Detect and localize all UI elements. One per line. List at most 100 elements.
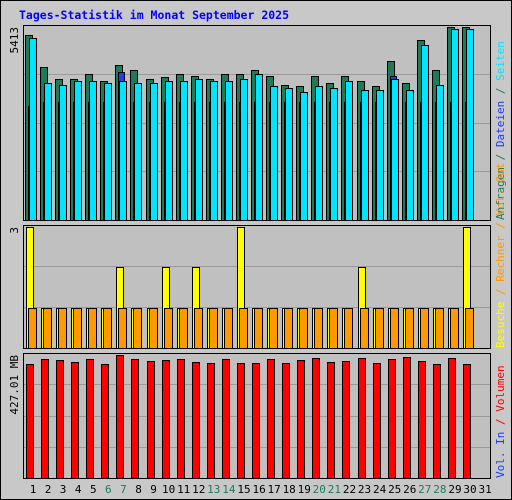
bar-volumen: [71, 362, 79, 479]
day-label: 20: [313, 483, 326, 496]
legend-entry: /: [494, 412, 507, 432]
bar-rechner: [405, 308, 414, 349]
bar-volumen: [207, 363, 215, 479]
day-label: 23: [358, 483, 371, 496]
bar-rechner: [73, 308, 82, 349]
day-label: 25: [388, 483, 401, 496]
bar-rechner: [360, 308, 369, 349]
bar-volumen: [101, 364, 109, 479]
bar-rechner: [344, 308, 353, 349]
day-label: 16: [252, 483, 265, 496]
bar-rechner: [465, 308, 474, 349]
bar-volumen: [86, 359, 94, 479]
day-label: 19: [298, 483, 311, 496]
bar-volumen: [373, 363, 381, 479]
bar-rechner: [269, 308, 278, 349]
bar-rechner: [435, 308, 444, 349]
day-label: 8: [135, 483, 142, 496]
bar-dateien: [104, 83, 112, 221]
day-label: 21: [328, 483, 341, 496]
legend-visits: Besuche / Rechner / Vol. Out: [494, 163, 507, 348]
bar-rechner: [58, 308, 67, 349]
day-label: 30: [463, 483, 476, 496]
bar-dateien: [150, 83, 158, 221]
day-label: 24: [373, 483, 387, 496]
bar-rechner: [254, 308, 263, 349]
bar-volumen: [41, 359, 49, 479]
chart-title: Tages-Statistik im Monat September 2025: [19, 8, 290, 22]
y-max-label-requests: 5413: [8, 27, 21, 54]
day-label: 18: [283, 483, 296, 496]
bar-volumen: [131, 359, 139, 479]
day-label: 13: [207, 483, 220, 496]
bar-dateien: [225, 81, 233, 221]
bar-volumen: [56, 360, 64, 479]
legend-entry: Besuche: [494, 302, 507, 348]
bar-rechner: [450, 308, 459, 349]
day-label: 28: [433, 483, 446, 496]
bar-dateien: [330, 88, 338, 221]
legend-entry: Vol. In: [494, 432, 507, 478]
bar-dateien: [74, 81, 82, 221]
day-label: 22: [343, 483, 356, 496]
y-max-label-volume: 427.01 MB: [8, 355, 21, 415]
bar-volumen: [448, 358, 456, 479]
bar-volumen: [267, 359, 275, 479]
bar-dateien: [59, 85, 67, 221]
bar-dateien: [466, 29, 474, 221]
legend-entry: /: [494, 216, 507, 236]
bar-rechner: [299, 308, 308, 349]
legend-entry: Anfragen: [494, 167, 507, 220]
bar-volumen: [463, 364, 471, 479]
bar-volumen: [388, 359, 396, 479]
bar-dateien: [376, 90, 384, 221]
bar-rechner: [314, 308, 323, 349]
bar-dateien: [315, 86, 323, 221]
bar-volumen: [162, 360, 170, 479]
bar-rechner: [28, 308, 37, 349]
bar-volumen: [237, 363, 245, 479]
bar-volumen: [192, 362, 200, 479]
bar-rechner: [179, 308, 188, 349]
bar-volumen: [222, 359, 230, 479]
bar-dateien: [89, 81, 97, 221]
day-label: 6: [105, 483, 112, 496]
day-label: 10: [162, 483, 175, 496]
bar-dateien: [180, 81, 188, 221]
day-label: 15: [237, 483, 250, 496]
day-label: 27: [418, 483, 431, 496]
bar-volumen: [252, 363, 260, 479]
day-label: 17: [267, 483, 280, 496]
bar-volumen: [433, 364, 441, 479]
bar-volumen: [177, 359, 185, 479]
day-label: 26: [403, 483, 416, 496]
legend-entry: /: [494, 147, 507, 167]
bar-dateien: [391, 79, 399, 221]
bar-volumen: [147, 361, 155, 479]
bar-volumen: [312, 358, 320, 479]
bar-rechner: [149, 308, 158, 349]
bar-rechner: [375, 308, 384, 349]
bar-dateien: [300, 92, 308, 221]
bar-rechner: [390, 308, 399, 349]
day-label: 14: [222, 483, 236, 496]
bar-volumen: [342, 361, 350, 479]
bar-dateien: [361, 90, 369, 221]
bar-rechner: [239, 308, 248, 349]
bar-rechner: [43, 308, 52, 349]
legend-entry: Volumen: [494, 365, 507, 411]
legend-entry: Vol. Out: [494, 163, 507, 216]
bar-dateien: [119, 81, 127, 221]
bar-volumen: [327, 362, 335, 479]
bar-rechner: [209, 308, 218, 349]
bar-volumen: [297, 360, 305, 479]
bar-dateien: [210, 81, 218, 221]
day-label: 5: [90, 483, 97, 496]
bar-dateien: [436, 85, 444, 221]
bar-dateien: [285, 88, 293, 221]
bar-rechner: [103, 308, 112, 349]
legend-entry: /: [494, 81, 507, 101]
day-label: 11: [177, 483, 190, 496]
